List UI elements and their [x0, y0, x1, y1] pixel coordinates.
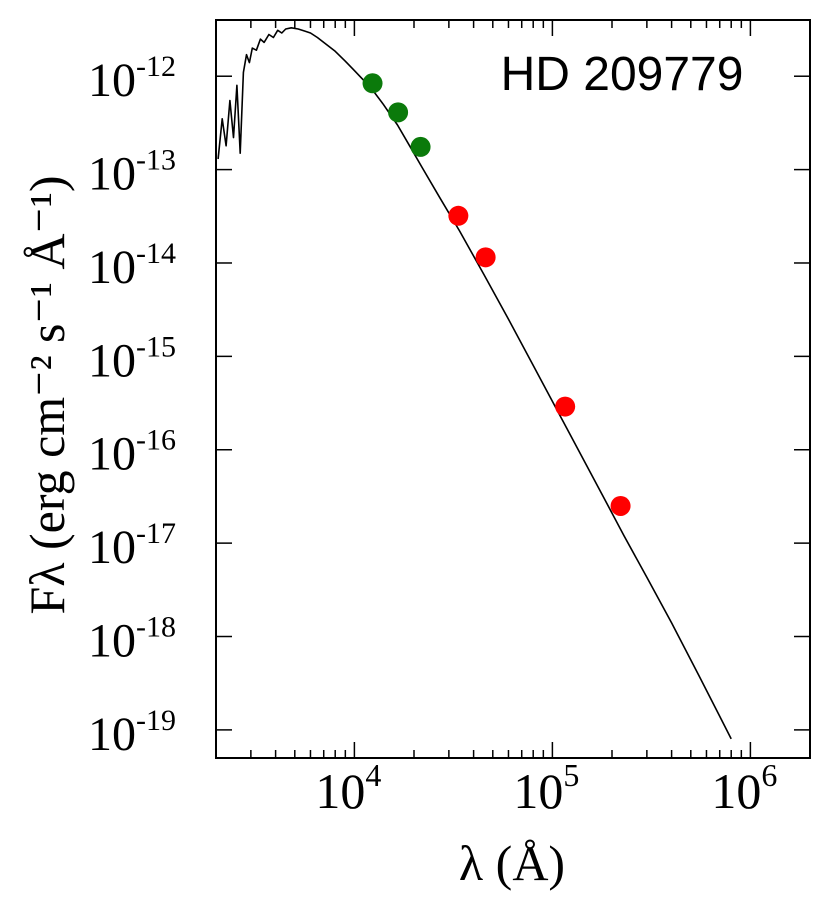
- data-points-layer: [362, 73, 631, 516]
- data-point-series-2: [448, 205, 469, 226]
- y-tick-label: 10-19: [88, 704, 176, 761]
- x-axis-title: λ (Å): [459, 835, 565, 891]
- tick-labels-layer: 104 105 106 10-12 10-13 10-14 10-15 10-16 10-17 1…: [88, 50, 777, 819]
- model-curve-layer: [217, 26, 732, 740]
- chart-title: HD 209779: [501, 48, 744, 101]
- axis-ticks: [215, 20, 811, 758]
- y-tick-label: 10-15: [88, 330, 176, 387]
- data-point-series-2: [475, 247, 496, 268]
- data-point-series-1: [388, 102, 409, 123]
- y-tick-label: 10-12: [88, 50, 176, 107]
- data-point-series-2: [555, 396, 576, 417]
- data-point-series-2: [610, 495, 631, 516]
- data-point-series-1: [362, 73, 383, 94]
- y-tick-label: 10-17: [88, 517, 176, 574]
- x-tick-label: 105: [513, 757, 579, 819]
- model-sed-curve: [217, 26, 732, 740]
- y-tick-label: 10-14: [88, 237, 176, 294]
- data-point-series-1: [410, 136, 431, 157]
- y-tick-label: 10-13: [88, 144, 176, 201]
- plot-frame: [215, 19, 811, 759]
- y-tick-label: 10-18: [88, 611, 176, 668]
- x-tick-label: 106: [711, 757, 777, 819]
- x-tick-label: 104: [315, 757, 381, 819]
- y-axis-title: Fλ (erg cm⁻² s⁻¹ Å⁻¹): [19, 175, 75, 614]
- y-tick-label: 10-16: [88, 424, 176, 481]
